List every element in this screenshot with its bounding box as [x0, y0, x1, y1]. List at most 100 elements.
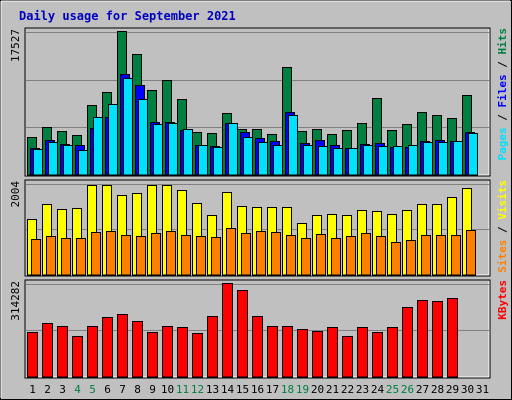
x-tick-day-20: 20 — [311, 383, 324, 396]
bar-kbytes-day-20 — [312, 331, 323, 378]
bar-pages-day-7 — [123, 78, 133, 176]
bar-sites-day-11 — [181, 235, 191, 276]
y-max-label: 17527 — [9, 29, 22, 62]
bar-pages-day-26 — [408, 145, 418, 176]
y-max-label: 314282 — [9, 281, 22, 321]
bar-pages-day-30 — [468, 133, 478, 176]
bar-pages-day-1 — [33, 149, 43, 176]
bar-kbytes-day-7 — [117, 314, 128, 378]
bar-sites-day-13 — [211, 237, 221, 276]
bar-kbytes-day-1 — [27, 332, 38, 378]
x-tick-day-6: 6 — [104, 383, 111, 396]
bar-pages-day-11 — [183, 129, 193, 176]
side-label-kbytes: KBytes — [496, 280, 509, 320]
x-tick-day-29: 29 — [446, 383, 459, 396]
bar-kbytes-day-18 — [282, 326, 293, 378]
side-label-visits-sites: Sites / Visits — [496, 180, 509, 273]
bar-sites-day-4 — [76, 238, 86, 276]
side-label-part: / — [496, 108, 509, 128]
bar-sites-day-2 — [46, 236, 56, 276]
bar-pages-day-16 — [258, 142, 268, 176]
x-tick-day-8: 8 — [134, 383, 141, 396]
series-pages — [33, 78, 478, 176]
x-tick-day-10: 10 — [161, 383, 174, 396]
bar-pages-day-18 — [288, 115, 298, 176]
x-tick-day-25: 25 — [386, 383, 399, 396]
bar-sites-day-29 — [451, 235, 461, 276]
side-label-hits-files-pages: Pages / Files / Hits — [496, 28, 509, 161]
x-tick-day-21: 21 — [326, 383, 339, 396]
bar-sites-day-20 — [316, 234, 326, 276]
bar-kbytes-day-21 — [327, 327, 338, 378]
x-tick-day-17: 17 — [266, 383, 279, 396]
bar-kbytes-day-10 — [162, 326, 173, 378]
chart-panels: 17527 Pages / Files / Hits 2004 Sites / Vis… — [9, 27, 509, 379]
bar-sites-day-26 — [406, 240, 416, 276]
x-tick-day-22: 22 — [341, 383, 354, 396]
x-tick-day-7: 7 — [119, 383, 126, 396]
bar-kbytes-day-24 — [372, 332, 383, 378]
x-tick-day-16: 16 — [251, 383, 264, 396]
side-label-part: Visits — [496, 180, 509, 220]
bar-pages-day-24 — [378, 146, 388, 176]
side-label-part: Pages — [496, 127, 509, 160]
bar-kbytes-day-2 — [42, 323, 53, 378]
bar-pages-day-12 — [198, 145, 208, 176]
bar-sites-day-10 — [166, 231, 176, 276]
bar-sites-day-6 — [106, 231, 116, 276]
x-tick-day-9: 9 — [149, 383, 156, 396]
x-tick-day-2: 2 — [44, 383, 51, 396]
bar-sites-day-19 — [301, 238, 311, 276]
bar-kbytes-day-6 — [102, 317, 113, 378]
bar-pages-day-8 — [138, 99, 148, 176]
bar-pages-day-17 — [273, 145, 283, 176]
bar-kbytes-day-23 — [357, 327, 368, 378]
bar-kbytes-day-17 — [267, 326, 278, 378]
x-tick-day-18: 18 — [281, 383, 294, 396]
bar-pages-day-29 — [453, 141, 463, 176]
bar-pages-day-23 — [363, 145, 373, 176]
bar-sites-day-17 — [271, 232, 281, 276]
bar-pages-day-4 — [78, 150, 88, 176]
x-tick-labels: 1 2 3 4 5 6 7 8 9 10 11 12 13 14 15 16 17 18 19 20 21 22 23 24 2… — [29, 383, 489, 396]
bar-pages-day-9 — [153, 124, 163, 176]
x-tick-day-26: 26 — [401, 383, 414, 396]
bar-pages-day-13 — [213, 147, 223, 176]
bar-kbytes-day-4 — [72, 336, 83, 378]
bar-sites-day-15 — [241, 233, 251, 276]
bar-sites-day-21 — [331, 238, 341, 276]
bar-sites-day-12 — [196, 236, 206, 276]
bar-sites-day-8 — [136, 236, 146, 276]
chart-title: Daily usage for September 2021 — [19, 9, 236, 23]
panel-hits-files-pages: 17527 Pages / Files / Hits — [9, 27, 509, 177]
bar-sites-day-7 — [121, 235, 131, 276]
x-tick-day-27: 27 — [416, 383, 429, 396]
bar-pages-day-20 — [318, 146, 328, 176]
x-tick-day-12: 12 — [191, 383, 204, 396]
bar-kbytes-day-28 — [432, 301, 443, 378]
bar-sites-day-18 — [286, 235, 296, 276]
y-max-label: 2004 — [9, 181, 22, 208]
x-tick-day-4: 4 — [74, 383, 81, 396]
x-tick-day-23: 23 — [356, 383, 369, 396]
bar-pages-day-5 — [93, 117, 103, 176]
bar-kbytes-day-22 — [342, 336, 353, 378]
side-label-part: Sites — [496, 240, 509, 273]
bar-kbytes-day-5 — [87, 326, 98, 378]
x-tick-day-3: 3 — [59, 383, 66, 396]
x-tick-day-5: 5 — [89, 383, 96, 396]
bar-kbytes-day-15 — [237, 290, 248, 378]
bar-sites-day-23 — [361, 233, 371, 276]
bar-kbytes-day-19 — [297, 329, 308, 378]
bar-sites-day-22 — [346, 236, 356, 276]
bar-sites-day-24 — [376, 236, 386, 276]
bar-kbytes-day-3 — [57, 326, 68, 378]
bar-pages-day-15 — [243, 137, 253, 176]
panel-kbytes: 314282 KBytes — [9, 279, 509, 379]
bar-kbytes-day-14 — [222, 283, 233, 378]
bar-pages-day-25 — [393, 146, 403, 176]
bar-sites-day-9 — [151, 233, 161, 276]
bar-kbytes-day-9 — [147, 332, 158, 378]
bar-kbytes-day-8 — [132, 321, 143, 378]
series-sites — [31, 228, 476, 276]
